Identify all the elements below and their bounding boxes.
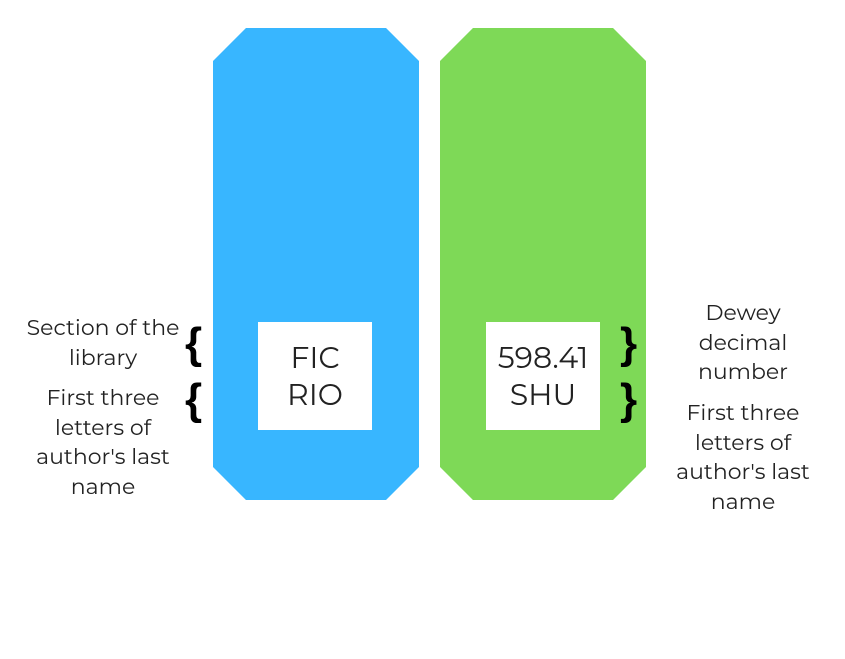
annotation-line: name [18, 472, 188, 502]
spine-label-right-line2: SHU [510, 376, 577, 414]
annotation-author-last-name-right: First three letters of author's last nam… [662, 398, 824, 517]
spine-label-left-line1: FIC [290, 339, 339, 377]
spine-label-left: FIC RIO [258, 322, 372, 430]
annotation-line: letters of [662, 428, 824, 458]
annotation-line: number [662, 357, 824, 387]
annotation-section-of-library: Section of the library [18, 313, 188, 372]
annotation-line: letters of [18, 413, 188, 443]
spine-label-left-line2: RIO [287, 376, 343, 414]
annotation-dewey-decimal: Dewey decimal number [662, 298, 824, 387]
annotation-line: author's last [18, 442, 188, 472]
annotation-line: library [18, 343, 188, 373]
annotation-line: decimal [662, 328, 824, 358]
annotation-line: name [662, 487, 824, 517]
diagram-stage: FIC RIO 598.41 SHU { { } } Section of th… [0, 0, 845, 659]
annotation-line: author's last [662, 457, 824, 487]
spine-label-right: 598.41 SHU [486, 322, 600, 430]
annotation-line: Dewey [662, 298, 824, 328]
annotation-author-last-name-left: First three letters of author's last nam… [18, 383, 188, 502]
brace-right-bottom: } [620, 378, 637, 422]
brace-right-top: } [620, 322, 637, 366]
annotation-line: First three [662, 398, 824, 428]
annotation-line: Section of the [18, 313, 188, 343]
annotation-line: First three [18, 383, 188, 413]
spine-label-right-line1: 598.41 [498, 339, 589, 377]
